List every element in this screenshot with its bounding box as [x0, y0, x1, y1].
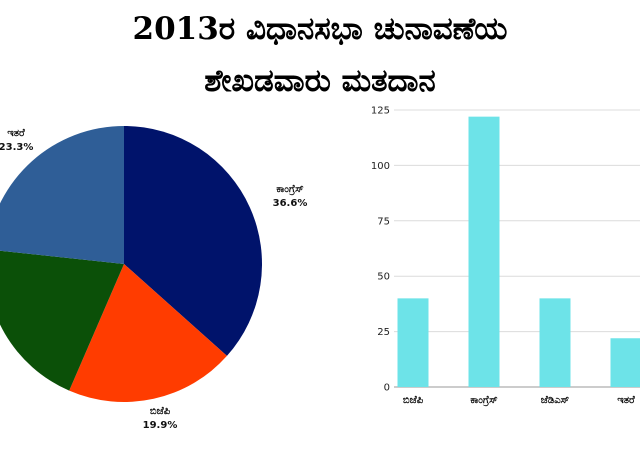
x-tick-label: ಜೆಡಿಎಸ್ — [541, 395, 570, 406]
pie-chart: ಕಾಂಗ್ರೆಸ್ 36.6% ಬಿಜೆಪಿ 19.9% ಇತರೆ 23.3% — [0, 126, 307, 431]
y-tick-label: 0 — [384, 383, 390, 394]
y-tick-label: 75 — [377, 216, 390, 227]
bar — [610, 338, 640, 387]
x-tick-label: ಕಾಂಗ್ರೆಸ್ — [470, 395, 497, 407]
pie-slice — [0, 250, 124, 391]
y-tick-label: 25 — [377, 327, 390, 338]
pie-slice — [0, 126, 124, 264]
pie-slice — [69, 264, 227, 403]
pie-slice-value: 19.9% — [143, 420, 178, 431]
y-tick-label: 100 — [371, 161, 390, 172]
pie-slice-label: ಕಾಂಗ್ರೆಸ್ — [276, 184, 303, 196]
chart-title-line-1: 2013ರ ವಿಧಾನಸಭಾ ಚುನಾವಣೆಯ — [132, 11, 508, 47]
pie-slice-label: ಇತರೆ — [7, 128, 25, 139]
pie-slice-label: ಬಿಜೆಪಿ — [150, 406, 171, 417]
bar — [397, 298, 429, 387]
pie-slice-value: 23.3% — [0, 142, 33, 153]
y-tick-label: 125 — [371, 106, 390, 117]
x-tick-label: ಇತರೆ — [617, 395, 635, 406]
bar-chart: 0 25 50 75 100 125 ಬಿಜೆಪಿ ಕಾಂಗ್ರೆಸ್ ಜೆಡಿಎಸ್ ಇತರೆ — [371, 106, 640, 407]
y-tick-label: 50 — [377, 272, 390, 283]
bar — [468, 116, 500, 387]
pie-slice-value: 36.6% — [273, 198, 308, 209]
pie-slice — [124, 126, 263, 356]
chart-title-line-2: ಶೇಖಡವಾರು ಮತದಾನ — [204, 63, 436, 99]
x-tick-label: ಬಿಜೆಪಿ — [403, 395, 424, 406]
bar — [539, 298, 571, 387]
